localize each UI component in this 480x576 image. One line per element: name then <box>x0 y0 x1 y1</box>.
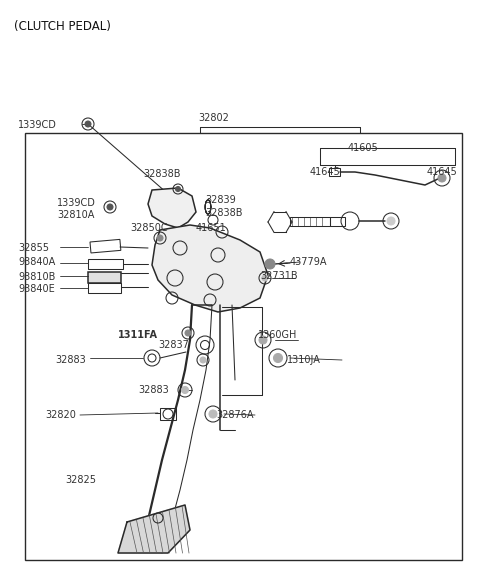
Text: 32802: 32802 <box>198 113 229 123</box>
Text: 41645: 41645 <box>310 167 341 177</box>
Circle shape <box>157 235 163 241</box>
Text: 32731B: 32731B <box>260 271 298 281</box>
Bar <box>88 272 121 283</box>
Circle shape <box>181 386 189 393</box>
Circle shape <box>85 121 91 127</box>
Text: 32883: 32883 <box>55 355 86 365</box>
Text: 32855: 32855 <box>18 243 49 253</box>
Text: 1311FA: 1311FA <box>118 330 158 340</box>
Text: 32839: 32839 <box>205 195 236 205</box>
Circle shape <box>438 174 446 182</box>
Text: 41651: 41651 <box>196 223 227 233</box>
Bar <box>160 408 176 420</box>
Circle shape <box>107 204 113 210</box>
Bar <box>88 259 123 269</box>
Bar <box>330 217 345 226</box>
Text: 32810A: 32810A <box>57 210 95 220</box>
Circle shape <box>387 217 395 225</box>
Text: 32850C: 32850C <box>130 223 168 233</box>
Polygon shape <box>152 225 268 312</box>
Bar <box>290 217 330 226</box>
Text: 43779A: 43779A <box>290 257 327 267</box>
Polygon shape <box>118 505 190 553</box>
Text: 32820: 32820 <box>45 410 76 420</box>
Circle shape <box>185 330 191 336</box>
Circle shape <box>259 336 267 344</box>
Polygon shape <box>148 188 196 228</box>
Circle shape <box>200 357 206 363</box>
Text: 1339CD: 1339CD <box>57 198 96 208</box>
Bar <box>25 133 462 560</box>
Circle shape <box>265 259 275 269</box>
Text: 32825: 32825 <box>65 475 96 485</box>
Text: 32883: 32883 <box>138 385 169 395</box>
Text: 41645: 41645 <box>427 167 458 177</box>
Text: 32876A: 32876A <box>216 410 253 420</box>
Text: 93810B: 93810B <box>18 272 55 282</box>
Text: 41605: 41605 <box>348 143 379 153</box>
Text: 1339CD: 1339CD <box>18 120 57 130</box>
Text: 1310JA: 1310JA <box>287 355 321 365</box>
Bar <box>329 168 340 176</box>
Text: 32837: 32837 <box>158 340 189 350</box>
Text: 32838B: 32838B <box>143 169 180 179</box>
Text: 93840A: 93840A <box>18 257 55 267</box>
Text: 93840E: 93840E <box>18 284 55 294</box>
Circle shape <box>262 275 268 281</box>
Circle shape <box>209 410 217 418</box>
Circle shape <box>274 354 283 362</box>
Text: 32838B: 32838B <box>205 208 242 218</box>
Circle shape <box>176 187 180 191</box>
Text: 1360GH: 1360GH <box>258 330 298 340</box>
Text: (CLUTCH PEDAL): (CLUTCH PEDAL) <box>14 20 111 33</box>
Bar <box>88 283 121 293</box>
Bar <box>90 240 121 253</box>
